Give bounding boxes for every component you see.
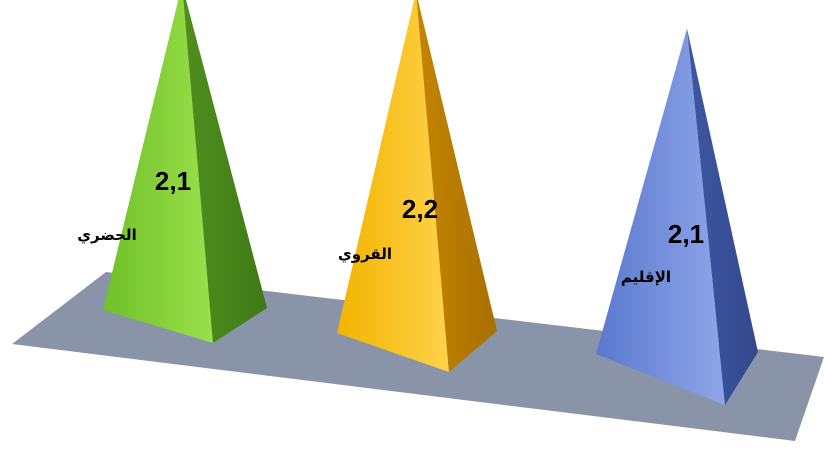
pyramid-face-left <box>337 0 449 372</box>
labels-group: 2,1 الحضري 2,2 القروي 2,1 الإقليم <box>77 166 704 286</box>
value-label: 2,1 <box>155 166 191 196</box>
bars-group <box>103 0 758 405</box>
value-label: 2,1 <box>668 219 704 249</box>
pyramid-face-right <box>183 0 267 343</box>
value-label: 2,2 <box>402 194 438 224</box>
category-label: القروي <box>338 245 392 264</box>
pyramid-face-right <box>416 0 497 372</box>
pyramid-face-left <box>596 28 725 405</box>
category-label: الإقليم <box>621 268 671 286</box>
pyramid-face-left <box>103 0 213 343</box>
pyramid-face-right <box>687 28 758 405</box>
category-label: الحضري <box>77 226 136 245</box>
